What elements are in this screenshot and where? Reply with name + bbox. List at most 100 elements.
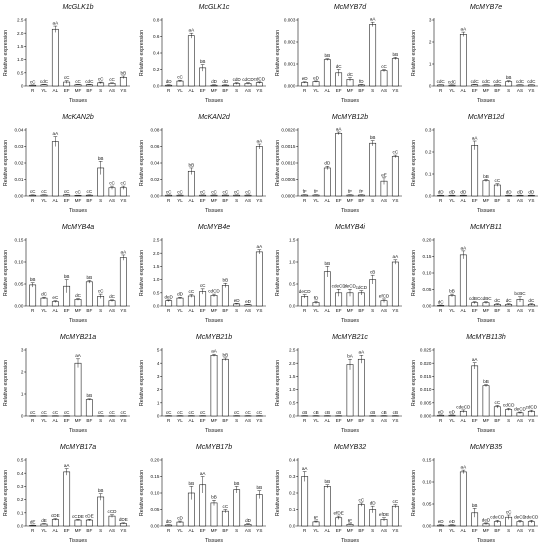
significance-label: cC (177, 75, 183, 80)
y-tick-label: 0.0 (425, 194, 432, 199)
category-label: BF (494, 528, 500, 533)
category-label: R (439, 88, 443, 93)
bar (391, 261, 399, 307)
bar-chart: McMYB12b 0.0000 0.0005 0.0010 0.0015 0.0020 Re… (275, 114, 402, 214)
bar (85, 399, 93, 417)
category-label: S (371, 88, 374, 93)
y-axis-label: Relative expression (3, 30, 9, 76)
y-tick-label: 0.3 (289, 474, 296, 479)
y-tick-label: 0.2 (289, 491, 296, 496)
significance-label: cC (177, 410, 183, 415)
category-label: AL (53, 88, 59, 93)
y-tick-label: 2.0 (153, 251, 160, 256)
category-label: BF (358, 198, 364, 203)
significance-label: dD (517, 190, 524, 195)
y-tick-label: 0.20 (422, 238, 431, 243)
significance-label: cD (177, 515, 183, 520)
y-tick-label: 0.5 (153, 290, 160, 295)
bar-chart: McGLK1c 0.0 0.2 0.4 0.6 0.8 Relative expressio… (139, 4, 266, 104)
significance-label: fD (359, 79, 364, 84)
significance-label: bB (393, 52, 399, 57)
bar-chart: McMYB113h 0.000 0.005 0.010 0.015 0.020 0.025 R… (411, 334, 538, 434)
y-tick-label: 2.5 (17, 18, 24, 23)
x-axis-label: Tissues (205, 208, 223, 214)
significance-label: dC (528, 298, 535, 303)
category-label: BF (86, 418, 92, 423)
x-axis-label: Tissues (477, 538, 495, 544)
y-tick-label: 0.001 (284, 62, 296, 67)
category-label: AS (109, 418, 115, 423)
significance-label: deD (164, 294, 173, 299)
category-label: S (507, 88, 510, 93)
significance-label: cC (506, 509, 512, 514)
significance-label: aA (53, 20, 60, 25)
significance-label: cdCD (356, 285, 368, 290)
x-axis-label: Tissues (205, 538, 223, 544)
chart-title: McMYB17a (60, 444, 96, 451)
chart-panel: McKAN2b 0.00 0.01 0.02 0.03 0.04 Relative expr… (0, 110, 134, 218)
category-label: YL (41, 198, 47, 203)
x-axis-label: Tissues (341, 538, 359, 544)
significance-label: cB (370, 270, 375, 275)
category-label: YS (120, 418, 126, 423)
y-tick-label: 0.05 (150, 507, 159, 512)
category-label: MF (211, 528, 218, 533)
category-label: R (303, 198, 307, 203)
y-tick-label: 0.6 (153, 34, 160, 39)
category-label: YS (528, 418, 534, 423)
chart-panel: McMYB113h 0.000 0.005 0.010 0.015 0.020 0.025 R… (408, 330, 542, 438)
y-tick-label: 0.000 (284, 84, 296, 89)
category-label: YS (528, 198, 534, 203)
significance-label: cC (64, 75, 70, 80)
significance-label: bB (121, 70, 127, 75)
chart-panel: McMYB21c 0.0 0.5 1.0 1.5 2.0 2.5 Relative expre… (272, 330, 406, 438)
y-tick-label: 0 (21, 84, 24, 89)
y-tick-label: 0.0010 (281, 161, 295, 166)
category-label: MF (75, 418, 82, 423)
bar-chart: McMYB21a 0 1 2 3 Relative expression Tissues cC… (3, 334, 130, 434)
significance-label: cC (245, 410, 251, 415)
bar (335, 133, 343, 197)
bar-chart: McMYB7d 0.000 0.001 0.002 0.003 Relative expr… (275, 4, 402, 104)
significance-label: cC (234, 410, 240, 415)
significance-label: bB (370, 135, 376, 140)
y-tick-label: 1.0 (289, 387, 296, 392)
bar-chart: McMYB32 0.0 0.1 0.2 0.3 0.4 Relative expressio… (275, 444, 402, 544)
significance-label: cC (223, 504, 229, 509)
y-axis-label: Relative expression (139, 140, 145, 186)
y-tick-label: 0.10 (14, 260, 23, 265)
category-label: BF (358, 418, 364, 423)
category-label: EF (64, 308, 70, 313)
category-label: EF (200, 528, 206, 533)
significance-label: bB (449, 289, 455, 294)
y-tick-label: 0.00 (422, 524, 431, 529)
bar (459, 254, 467, 307)
bar (74, 362, 82, 417)
y-tick-label: 0.04 (14, 128, 23, 133)
bar-chart: McKAN2b 0.00 0.01 0.02 0.03 0.04 Relative expr… (3, 114, 130, 214)
bar (85, 281, 93, 307)
chart-title: McMYB11 (470, 224, 502, 231)
category-label: AS (109, 308, 115, 313)
chart-title: McMYB21b (196, 334, 232, 341)
category-label: EF (200, 198, 206, 203)
category-label: AL (461, 308, 467, 313)
chart-panel: McMYB17a 0.0 0.1 0.2 0.3 0.4 0.5 Relative expre… (0, 440, 134, 548)
category-label: BF (86, 88, 92, 93)
significance-label: dC (41, 292, 48, 297)
significance-label: dD (460, 190, 467, 195)
y-tick-label: 3 (21, 348, 24, 353)
significance-label: aA (472, 357, 479, 362)
significance-label: cC (53, 410, 59, 415)
significance-label: cdC (527, 79, 536, 84)
y-axis-label: Relative expression (275, 250, 281, 296)
x-axis-label: Tissues (205, 318, 223, 324)
significance-label: bB (30, 277, 36, 282)
significance-label: cdC (40, 79, 49, 84)
y-tick-label: 2 (21, 370, 24, 375)
significance-label: cC (257, 410, 263, 415)
category-label: BF (494, 308, 500, 313)
bar (391, 505, 399, 527)
bar-chart: McMYB4i 0.0 0.5 1.0 1.5 Relative expression Ti… (275, 224, 402, 324)
y-tick-label: 0.5 (289, 282, 296, 287)
